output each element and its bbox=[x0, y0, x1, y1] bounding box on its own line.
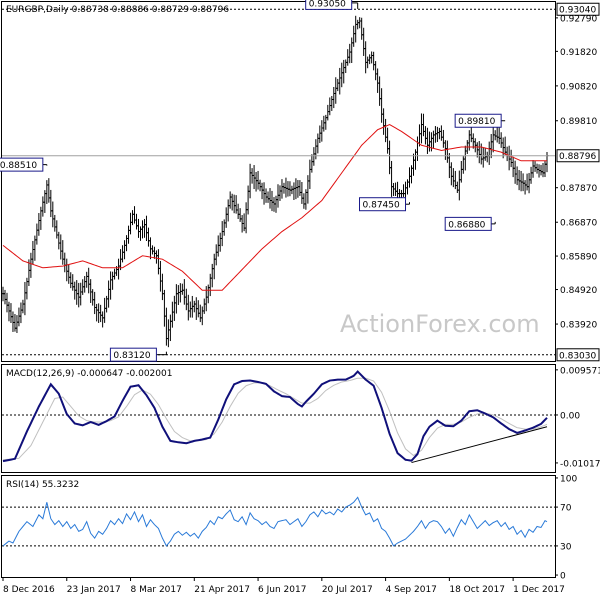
macd-y-tick-label: -0.010176 bbox=[560, 459, 600, 469]
rsi-header: RSI(14) 55.3232 bbox=[6, 480, 79, 490]
rsi-panel-frame bbox=[1, 475, 556, 578]
price-y-tick-label: 0.86870 bbox=[560, 219, 597, 229]
annotation-label: 0.93050 bbox=[309, 0, 346, 9]
price-y-tick-label: 0.90820 bbox=[560, 82, 597, 92]
macd-header: MACD(12,26,9) -0.000647 -0.002001 bbox=[6, 369, 172, 379]
annotation-box bbox=[305, 0, 353, 10]
rsi-y-tick-label: 70 bbox=[560, 504, 572, 514]
price-header: EURGBP,Daily 0.88738 0.88886 0.88729 0.8… bbox=[6, 5, 229, 15]
rsi-series-group bbox=[2, 496, 555, 547]
rsi-y-tick-label: 100 bbox=[560, 474, 577, 484]
price-tag-label: 0.93040 bbox=[559, 6, 596, 16]
x-tick-label: 8 Dec 2016 bbox=[3, 585, 55, 595]
price-y-tick-label: 0.85890 bbox=[560, 253, 597, 263]
price-panel-frame bbox=[1, 1, 556, 362]
annotation-label: 0.86880 bbox=[448, 220, 485, 230]
price-tag-box bbox=[556, 2, 600, 16]
price-series-group: 0.93040 0.88796 0.83030 0.93050 0.88510 0.898… bbox=[0, 0, 600, 362]
price-watermark: ActionForex.com bbox=[340, 310, 540, 338]
moving-average-line bbox=[2, 123, 547, 291]
price-y-tick-label: 0.87870 bbox=[560, 184, 597, 194]
x-tick-label: 1 Dec 2017 bbox=[513, 585, 565, 595]
price-y-tick-label: 0.83920 bbox=[560, 321, 597, 331]
price-tag-label: 0.83030 bbox=[559, 351, 596, 361]
price-tag-label: 0.88796 bbox=[559, 152, 596, 162]
price-y-tick-label: 0.89810 bbox=[560, 117, 597, 127]
x-tick-label: 20 Jul 2017 bbox=[322, 585, 373, 595]
annotation-label: 0.87450 bbox=[363, 201, 400, 211]
macd-panel-frame bbox=[1, 364, 556, 473]
annotation-box bbox=[359, 197, 407, 212]
annotation-box bbox=[454, 113, 502, 128]
annotation-label: 0.88510 bbox=[0, 161, 37, 171]
x-tick-label: 6 Jun 2017 bbox=[258, 585, 306, 595]
x-tick-label: 23 Jan 2017 bbox=[67, 585, 121, 595]
rsi-y-tick-label: 0 bbox=[560, 572, 566, 582]
price-tag-box bbox=[556, 348, 600, 362]
annotation-box bbox=[444, 216, 492, 231]
macd-y-tick-label: 0.009571 bbox=[560, 366, 600, 376]
macd-trendline bbox=[411, 426, 548, 464]
price-y-tick-label: 0.84920 bbox=[560, 286, 597, 296]
price-y-tick-label: 0.92790 bbox=[560, 14, 597, 24]
rsi-y-tick-label: 30 bbox=[560, 542, 572, 552]
annotation-box bbox=[109, 347, 157, 362]
axis-group: 0.92790 0.91820 0.90820 0.89810 0.87870 0.868… bbox=[2, 14, 600, 595]
macd-series-group bbox=[2, 370, 555, 464]
price-tag-box bbox=[556, 149, 600, 163]
macd-y-tick-label: 0.00 bbox=[560, 411, 580, 421]
annotation-box bbox=[0, 157, 44, 172]
macd-line bbox=[2, 370, 548, 463]
rsi-line bbox=[2, 496, 548, 547]
price-y-tick-label: 0.91820 bbox=[560, 48, 597, 58]
x-tick-label: 21 Apr 2017 bbox=[194, 585, 250, 595]
annotation-label: 0.83120 bbox=[113, 351, 150, 361]
x-tick-label: 4 Sep 2017 bbox=[386, 585, 437, 595]
x-tick-label: 8 Mar 2017 bbox=[131, 585, 182, 595]
x-tick-label: 18 Oct 2017 bbox=[449, 585, 505, 595]
annotation-label: 0.89810 bbox=[458, 117, 495, 127]
